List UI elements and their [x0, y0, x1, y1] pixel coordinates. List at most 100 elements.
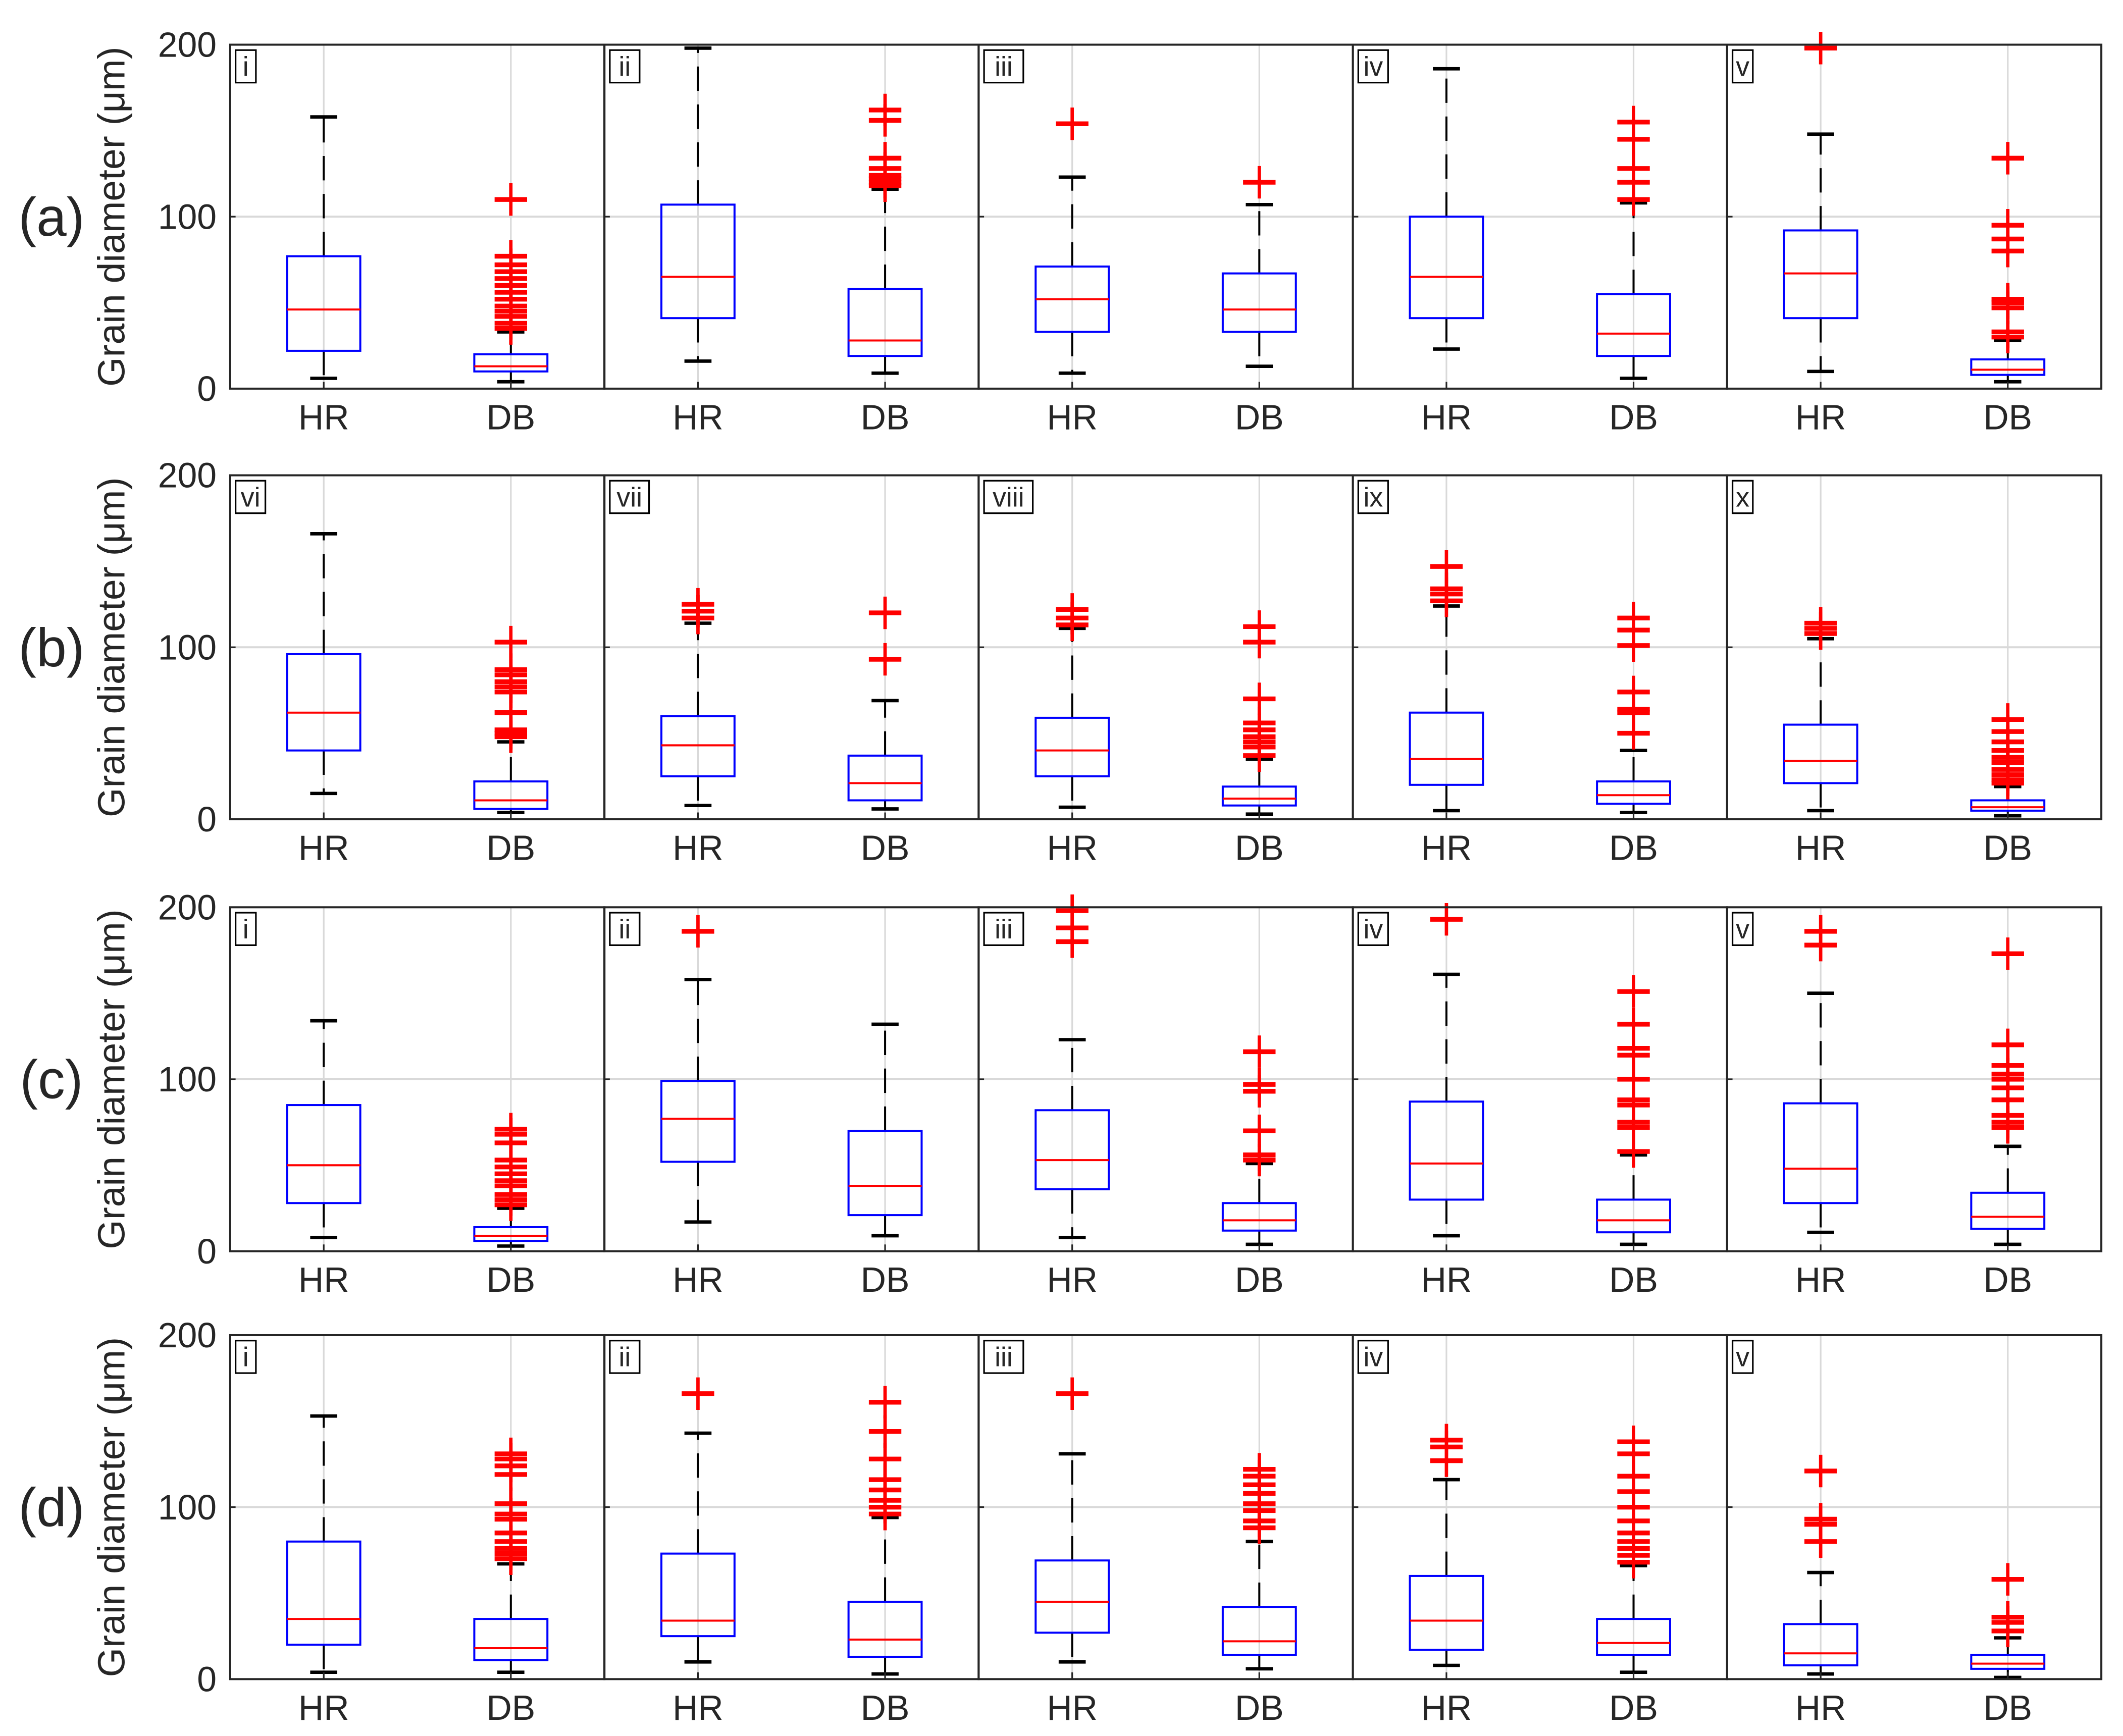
- box-hr: [1783, 607, 1858, 813]
- box-db: [847, 93, 923, 375]
- panel-frame: [1726, 43, 2103, 390]
- y-tick-label: 0: [197, 369, 217, 408]
- outlier-marker: [1617, 602, 1650, 635]
- x-tick-label: DB: [861, 1688, 910, 1727]
- panel-i: HR DB i: [229, 43, 606, 437]
- outlier-marker: [1430, 1424, 1463, 1456]
- x-tick-label: HR: [672, 828, 723, 867]
- panel-tag-box: [1357, 480, 1389, 514]
- outlier-marker: [494, 183, 528, 216]
- x-tick-label: DB: [1235, 1260, 1284, 1299]
- panel-tag-box: [235, 912, 257, 946]
- iqr-box: [1221, 272, 1297, 333]
- iqr-box: [660, 1552, 736, 1638]
- panel-tag-box: [235, 480, 267, 514]
- panel-ii: HR DB ii: [603, 43, 980, 437]
- outlier-marker: [682, 588, 714, 621]
- outlier-marker: [1056, 1377, 1089, 1410]
- outlier-marker: [1056, 894, 1089, 927]
- iqr-box: [1596, 1618, 1671, 1656]
- x-tick-label: DB: [1235, 828, 1284, 867]
- box-db: [1221, 166, 1297, 368]
- panel-frame: [1726, 1334, 2103, 1680]
- outlier-marker: [1243, 1453, 1276, 1486]
- y-tick-label: 0: [197, 1659, 217, 1699]
- outlier-marker: [1991, 703, 2024, 736]
- outlier-marker: [1243, 1068, 1276, 1101]
- outlier-marker: [1991, 937, 2024, 970]
- panel-iv: HR DB iv: [1352, 903, 1728, 1299]
- outlier-marker: [494, 1113, 528, 1145]
- x-tick-label: HR: [1795, 397, 1846, 437]
- outlier-marker: [1991, 1028, 2024, 1062]
- y-tick-label: 200: [158, 887, 217, 927]
- box-hr: [660, 915, 736, 1224]
- outlier-marker: [1056, 593, 1089, 626]
- box-hr: [660, 1377, 736, 1664]
- x-tick-label: HR: [1421, 1260, 1472, 1299]
- x-tick-label: DB: [1609, 1260, 1658, 1299]
- panel-tag-box: [235, 1340, 257, 1374]
- outlier-marker: [1804, 915, 1837, 948]
- panel-tag: iii: [995, 914, 1013, 944]
- iqr-box: [847, 288, 923, 357]
- panel-tag-box: [1357, 912, 1389, 946]
- box-hr: [1034, 108, 1110, 375]
- panel-iii: HR DB iii: [977, 894, 1354, 1299]
- iqr-box: [1783, 1102, 1858, 1204]
- iqr-box: [1596, 293, 1671, 357]
- iqr-box: [1970, 799, 2046, 812]
- box-hr: [1409, 67, 1484, 351]
- panel-tag: ii: [618, 914, 631, 944]
- iqr-box: [473, 1226, 549, 1242]
- x-tick-label: DB: [486, 1688, 535, 1727]
- panel-tag: iv: [1363, 51, 1383, 82]
- panel-frame: [1726, 906, 2103, 1252]
- iqr-box: [1221, 1202, 1297, 1232]
- y-tick-label: 100: [158, 197, 217, 236]
- y-tick-label: 100: [158, 627, 217, 667]
- outlier-marker: [868, 1386, 902, 1419]
- outlier-marker: [1430, 903, 1463, 936]
- x-tick-label: DB: [486, 828, 535, 867]
- panel-tag: ii: [618, 1342, 631, 1373]
- outlier-marker: [868, 93, 902, 127]
- x-tick-label: HR: [672, 1260, 723, 1299]
- row-3: (d) Grain diameter (μm) 0 100 200 HR DB i HR DB ii…: [18, 1316, 2103, 1727]
- x-tick-label: HR: [1047, 828, 1098, 867]
- iqr-box: [1409, 1100, 1484, 1201]
- x-tick-label: DB: [1235, 397, 1284, 437]
- outlier-marker: [868, 142, 902, 175]
- box-hr: [1783, 915, 1858, 1234]
- outlier-marker: [868, 596, 902, 629]
- x-tick-label: DB: [486, 1260, 535, 1299]
- outlier-marker: [1991, 142, 2024, 175]
- iqr-box: [286, 1104, 361, 1204]
- outlier-marker: [1617, 1426, 1650, 1458]
- panel-tag: i: [243, 51, 249, 82]
- panel-tag-box: [983, 912, 1024, 946]
- box-db: [1970, 703, 2046, 818]
- panel-ix: HR DB ix: [1352, 474, 1728, 867]
- x-tick-label: HR: [298, 397, 349, 437]
- outlier-marker: [1617, 675, 1650, 709]
- x-tick-label: HR: [1795, 828, 1846, 867]
- panel-tag-box: [1357, 1340, 1389, 1374]
- x-tick-label: DB: [1983, 397, 2032, 437]
- panel-tag: x: [1736, 482, 1749, 512]
- x-tick-label: HR: [1047, 397, 1098, 437]
- box-hr: [1034, 894, 1110, 1239]
- box-hr: [286, 532, 361, 796]
- outlier-marker: [494, 653, 528, 686]
- outlier-marker: [1804, 1454, 1837, 1488]
- outlier-marker: [1804, 32, 1837, 65]
- iqr-box: [1221, 1606, 1297, 1656]
- row-2: (c) Grain diameter (μm) 0 100 200 HR DB i HR DB ii…: [20, 887, 2103, 1299]
- iqr-box: [473, 780, 549, 810]
- panel-tag-box: [609, 49, 641, 84]
- x-tick-label: DB: [1235, 1688, 1284, 1727]
- y-axis-label: Grain diameter (μm): [90, 46, 133, 386]
- box-db: [1596, 602, 1671, 814]
- iqr-box: [847, 754, 923, 802]
